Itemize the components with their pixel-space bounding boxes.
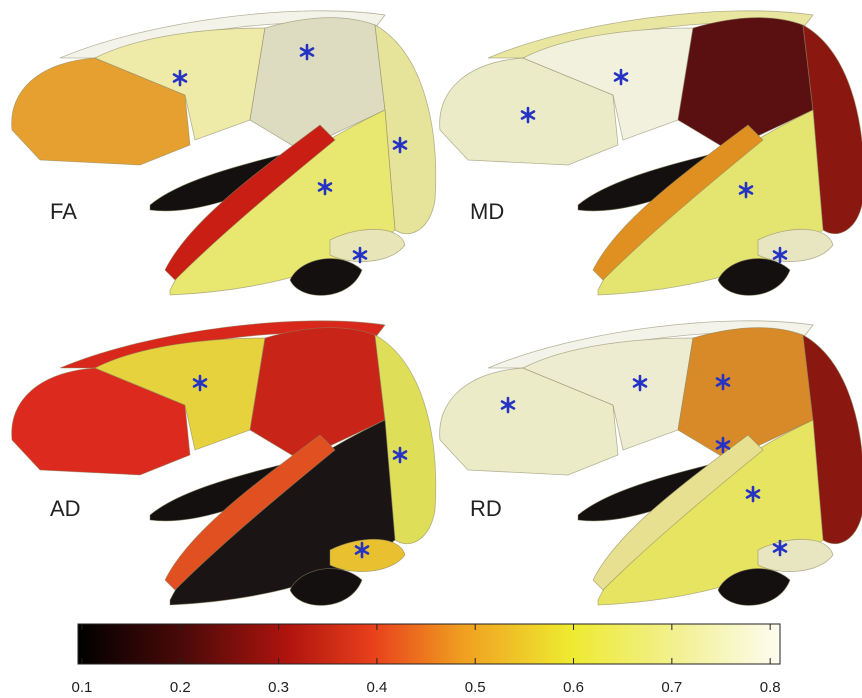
tick-label: 0.3 bbox=[268, 679, 289, 696]
tick-label: 0.7 bbox=[661, 679, 682, 696]
tick-label: 0.1 bbox=[72, 679, 93, 696]
brain-md bbox=[440, 11, 862, 296]
tick-label: 0.2 bbox=[170, 679, 191, 696]
tick-label: 0.4 bbox=[366, 679, 387, 696]
brain-rd bbox=[440, 321, 862, 606]
brain-ad bbox=[12, 321, 436, 606]
tick-label: 0.5 bbox=[465, 679, 486, 696]
tick-label: 0.8 bbox=[760, 679, 781, 696]
tick-label: 0.6 bbox=[563, 679, 584, 696]
panel-label: MD bbox=[470, 199, 504, 224]
panel-label: AD bbox=[50, 496, 81, 521]
brain-fa bbox=[12, 11, 436, 296]
panel-label: FA bbox=[50, 199, 77, 224]
colorbar bbox=[78, 624, 780, 664]
figure: FA MD AD RD 0.1 0.2 0.3 0.4 0.5 0.6 0.7 0.8 bbox=[0, 0, 862, 698]
panel-label: RD bbox=[470, 496, 502, 521]
